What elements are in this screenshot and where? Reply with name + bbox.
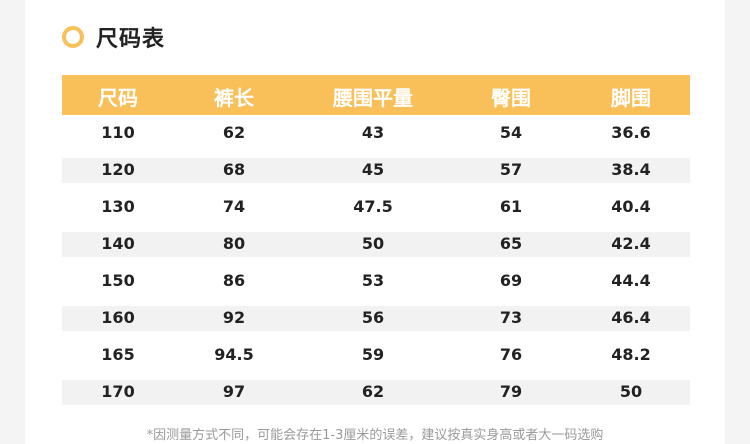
table-cell: 47.5 [353,197,393,216]
table-row: 160 92 56 73 46.4 [62,300,690,337]
table-cell: 48.2 [611,345,651,364]
table-cell: 45 [361,160,385,179]
table-row: 120 68 45 57 38.4 [62,152,690,189]
table-row: 130 74 47.5 61 40.4 [62,189,690,226]
table-body: 110 62 43 54 36.6 120 68 45 57 38.4 130 74 47.5 61 40.… [62,115,690,411]
table-cell: 53 [361,271,385,290]
table-cell: 69 [499,271,523,290]
table-cell: 165 [101,345,135,364]
table-cell: 68 [222,160,246,179]
table-cell: 59 [361,345,385,364]
table-row: 150 86 53 69 44.4 [62,263,690,300]
row-background [62,232,690,257]
row-background [62,158,690,183]
table-row: 165 94.5 59 76 48.2 [62,337,690,374]
table-cell: 43 [361,123,385,142]
section-title: 尺码表 [96,27,166,52]
table-cell: 150 [101,271,135,290]
table-row: 170 97 62 79 50 [62,374,690,411]
table-cell: 65 [499,234,523,253]
column-header: 裤长 [214,86,254,110]
table-cell: 46.4 [611,308,651,327]
circle-icon [62,26,84,48]
size-table: 尺码 裤长 腰围平量 臀围 脚围 110 62 43 54 36.6 120 68 45 57 38.4 1… [62,75,690,411]
table-cell: 36.6 [611,123,651,142]
table-cell: 42.4 [611,234,651,253]
table-cell: 54 [499,123,523,142]
table-cell: 79 [499,382,523,401]
table-cell: 74 [222,197,246,216]
table-cell: 57 [499,160,523,179]
table-cell: 110 [101,123,135,142]
table-cell: 94.5 [214,345,254,364]
measurement-note: *因测量方式不同，可能会存在1-3厘米的误差，建议按真实身高或者大一码选购 [146,428,604,443]
table-row: 110 62 43 54 36.6 [62,115,690,152]
table-cell: 76 [499,345,523,364]
table-cell: 44.4 [611,271,651,290]
size-chart-card [25,0,725,444]
table-cell: 140 [101,234,135,253]
table-header: 尺码 裤长 腰围平量 臀围 脚围 [62,75,690,115]
column-header: 臀围 [491,86,531,110]
table-cell: 61 [499,197,523,216]
row-background [62,380,690,405]
table-cell: 62 [222,123,246,142]
table-cell: 56 [361,308,385,327]
column-header: 尺码 [98,86,138,110]
row-background [62,306,690,331]
table-cell: 130 [101,197,135,216]
table-cell: 92 [222,308,246,327]
table-cell: 50 [619,382,643,401]
table-cell: 97 [222,382,246,401]
table-cell: 38.4 [611,160,651,179]
table-cell: 160 [101,308,135,327]
table-row: 140 80 50 65 42.4 [62,226,690,263]
table-cell: 80 [222,234,246,253]
table-cell: 86 [222,271,246,290]
section-header: 尺码表 [62,20,165,54]
table-cell: 170 [101,382,135,401]
column-header: 脚围 [611,86,651,110]
table-cell: 62 [361,382,385,401]
column-header: 腰围平量 [333,86,413,110]
table-cell: 120 [101,160,135,179]
table-cell: 40.4 [611,197,651,216]
table-cell: 73 [499,308,523,327]
table-cell: 50 [361,234,385,253]
